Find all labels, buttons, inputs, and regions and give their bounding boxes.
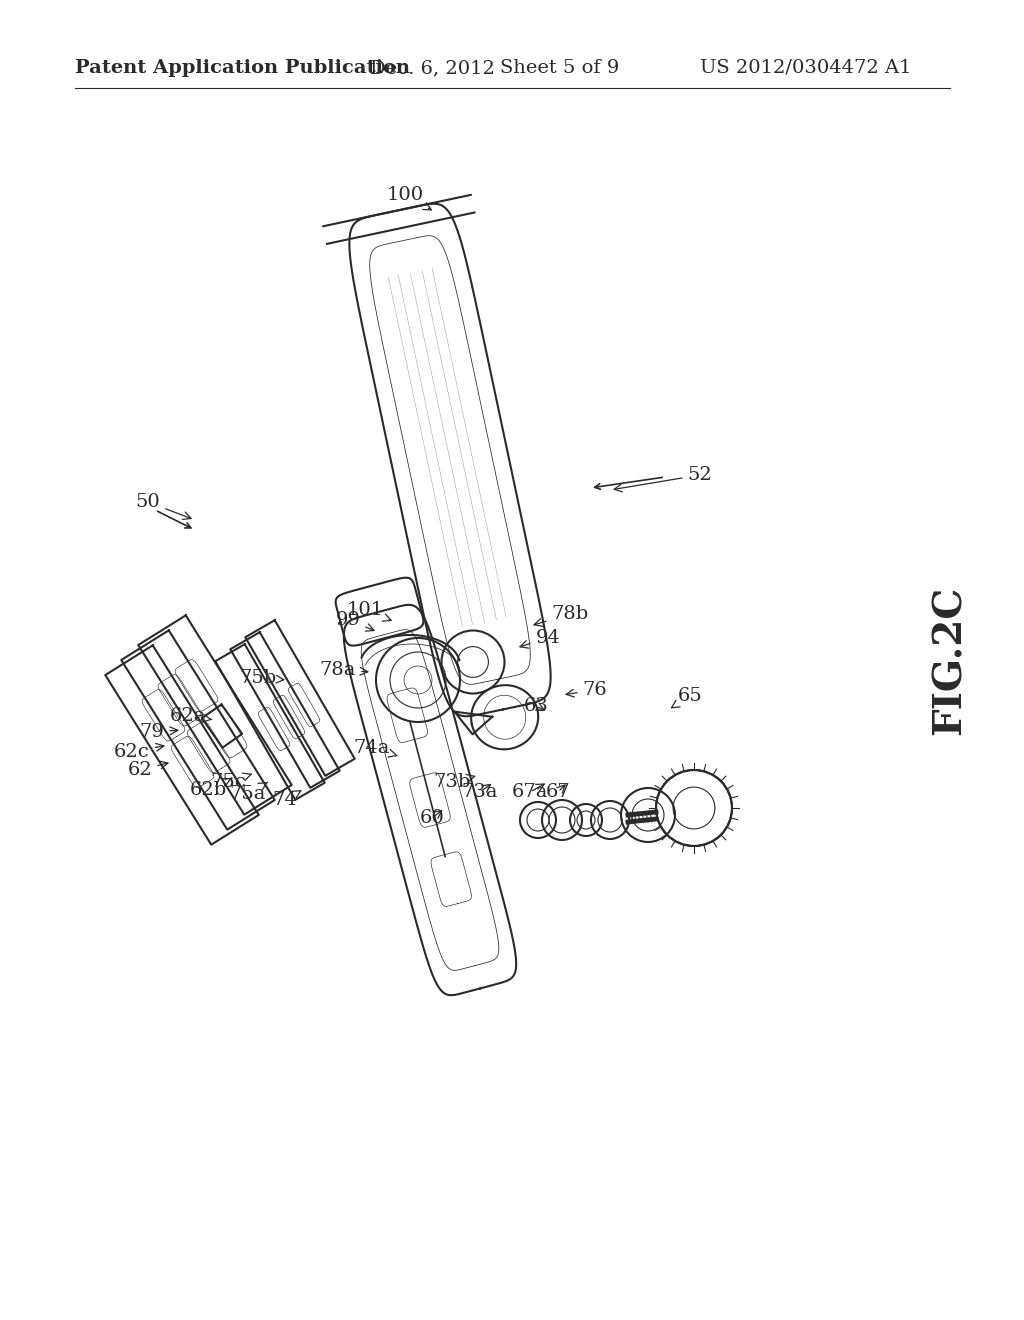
Text: US 2012/0304472 A1: US 2012/0304472 A1: [700, 59, 911, 77]
Text: Sheet 5 of 9: Sheet 5 of 9: [500, 59, 620, 77]
Text: 52: 52: [614, 466, 713, 492]
Text: 62c: 62c: [114, 743, 164, 762]
Text: 75b: 75b: [240, 669, 284, 686]
Text: 62b: 62b: [189, 777, 231, 799]
Text: Patent Application Publication: Patent Application Publication: [75, 59, 410, 77]
Text: 99: 99: [336, 611, 374, 631]
Text: 75a: 75a: [229, 783, 267, 803]
Text: 65: 65: [672, 686, 702, 708]
Text: Dec. 6, 2012: Dec. 6, 2012: [370, 59, 495, 77]
Text: 100: 100: [386, 186, 431, 210]
Text: 62a: 62a: [170, 708, 212, 725]
Text: 79: 79: [139, 723, 178, 741]
Text: 63: 63: [523, 697, 549, 715]
Text: 67a: 67a: [512, 783, 548, 801]
Text: 75c: 75c: [210, 774, 252, 791]
Text: 73a: 73a: [462, 783, 499, 801]
Text: 67: 67: [546, 783, 570, 801]
Text: 76: 76: [566, 681, 607, 700]
Text: 74: 74: [272, 791, 301, 809]
Text: 78b: 78b: [534, 605, 589, 626]
Text: 60: 60: [420, 809, 444, 828]
Text: 78a: 78a: [319, 661, 368, 678]
Text: 50: 50: [135, 492, 191, 519]
Text: 101: 101: [346, 601, 391, 622]
Text: FIG.2C: FIG.2C: [931, 585, 969, 735]
Text: 73b: 73b: [433, 774, 475, 791]
Text: 62: 62: [128, 762, 168, 779]
Text: 94: 94: [520, 630, 560, 648]
Text: 74a: 74a: [354, 739, 396, 756]
